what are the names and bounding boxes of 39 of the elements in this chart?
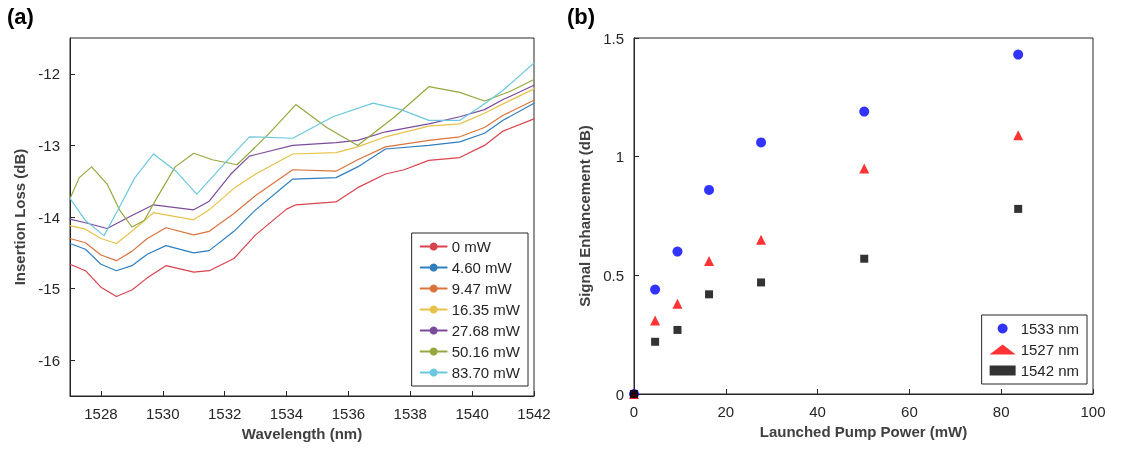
x-tick-label: 1528 — [84, 405, 118, 422]
x-tick-label: 1532 — [207, 405, 242, 422]
y-tick-label: 0 — [615, 385, 624, 403]
legend-label: 83.70 mW — [451, 364, 521, 381]
x-tick-label: 1538 — [393, 405, 427, 422]
x-tick-label: 0 — [629, 403, 639, 420]
x-tick-label: 1534 — [269, 405, 304, 422]
y-tick-label: -15 — [38, 280, 60, 298]
x-tick-label: 1540 — [455, 405, 489, 422]
x-tick-label: 20 — [717, 403, 735, 420]
legend-label: 1533 nm — [1020, 320, 1079, 337]
x-tick-label: 1536 — [331, 405, 366, 422]
y-tick-label: 0.5 — [603, 266, 624, 284]
y-tick-label: 1.5 — [603, 29, 624, 47]
legend-label: 50.16 mW — [451, 343, 521, 360]
x-axis-title: Wavelength (nm) — [241, 425, 363, 442]
x-tick-label: 100 — [1080, 403, 1106, 420]
y-tick-label: -14 — [38, 208, 60, 226]
y-tick-label: -12 — [38, 65, 60, 83]
x-tick-label: 1542 — [517, 405, 551, 422]
legend-label: 9.47 mW — [451, 280, 513, 297]
y-tick-label: -16 — [38, 351, 60, 369]
x-axis-title: Launched Pump Power (mW) — [759, 423, 968, 440]
legend-label: 27.68 mW — [451, 322, 521, 339]
legend-label: 0 mW — [451, 238, 492, 255]
legend-label: 16.35 mW — [451, 301, 521, 318]
legend-label: 1527 nm — [1020, 341, 1079, 358]
legend-label: 1542 nm — [1020, 362, 1079, 379]
chart-title: (b) — [567, 3, 596, 29]
x-tick-label: 80 — [992, 403, 1010, 420]
x-tick-label: 1530 — [146, 405, 180, 422]
x-tick-label: 60 — [901, 403, 918, 420]
x-tick-label: 40 — [809, 403, 826, 420]
y-tick-label: 1 — [615, 148, 624, 166]
legend-label: 4.60 mW — [451, 259, 513, 276]
chart-title: (a) — [7, 3, 34, 29]
y-axis-title: Insertion Loss (dB) — [11, 148, 29, 286]
y-tick-label: -13 — [38, 136, 60, 154]
y-axis-title: Signal Enhancement (dB) — [576, 125, 593, 307]
